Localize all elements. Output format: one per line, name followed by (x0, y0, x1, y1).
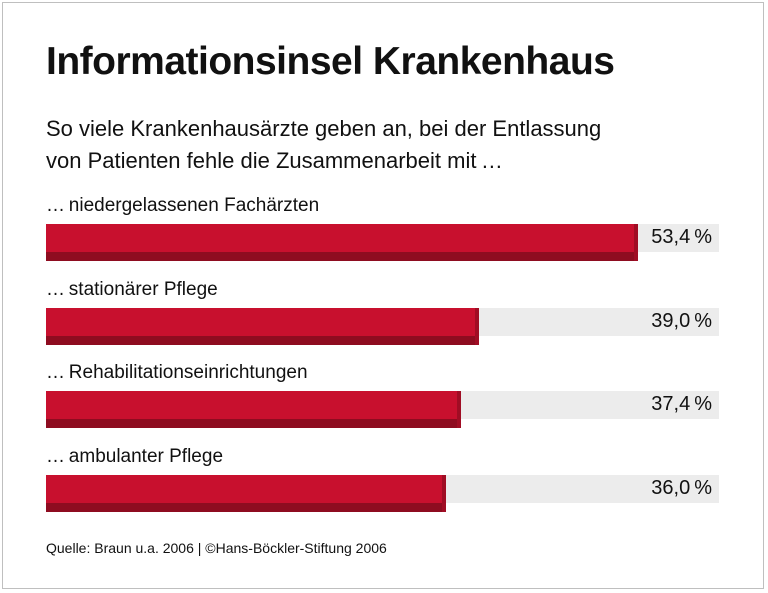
bar (46, 475, 444, 503)
subtitle-line-2: von Patienten fehle die Zusammenarbeit m… (46, 148, 503, 173)
bar-end-face (442, 475, 446, 512)
bar-end-face (475, 308, 479, 345)
bar (46, 224, 636, 252)
bar-shadow (46, 503, 444, 512)
subtitle-line-1: So viele Krankenhausärzte geben an, bei … (46, 116, 602, 141)
chart-title: Informationsinsel Krankenhaus (46, 40, 615, 83)
category-label: … Rehabilitationseinrichtungen (46, 362, 308, 383)
category-label: … niedergelassenen Fachärzten (46, 195, 320, 216)
value-label: 37,4 % (651, 393, 712, 415)
bar (46, 308, 477, 336)
chart-subtitle: So viele Krankenhausärzte geben an, bei … (46, 113, 746, 177)
bar-shadow (46, 252, 636, 261)
category-label: … stationärer Pflege (46, 279, 218, 300)
bar (46, 391, 459, 419)
bar-end-face (634, 224, 638, 261)
bar-shadow (46, 419, 459, 428)
category-label: … ambulanter Pflege (46, 446, 224, 467)
value-label: 39,0 % (651, 310, 712, 332)
value-label: 36,0 % (651, 477, 712, 499)
bar-shadow (46, 336, 477, 345)
source-note: Quelle: Braun u.a. 2006 | ©Hans-Böckler-… (46, 540, 387, 556)
value-label: 53,4 % (651, 226, 712, 248)
bar-end-face (457, 391, 461, 428)
